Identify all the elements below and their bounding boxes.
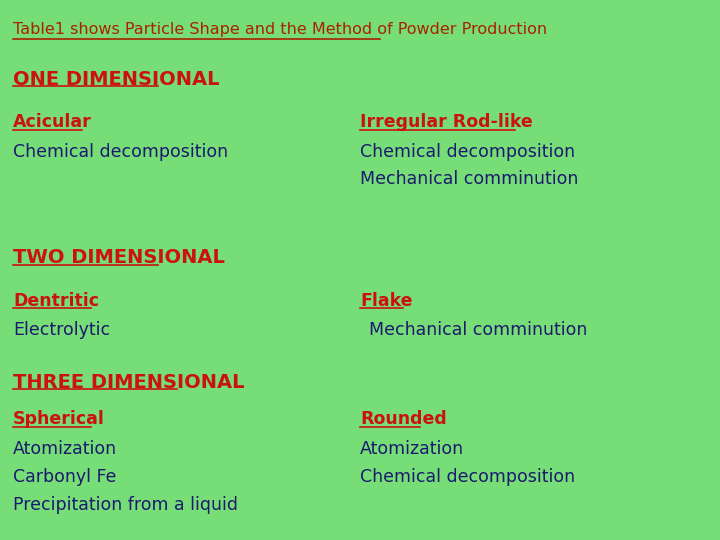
Text: Atomization: Atomization bbox=[360, 440, 464, 458]
Text: Spherical: Spherical bbox=[13, 410, 105, 428]
Text: Electrolytic: Electrolytic bbox=[13, 321, 110, 339]
Text: Precipitation from a liquid: Precipitation from a liquid bbox=[13, 496, 238, 514]
Text: THREE DIMENSIONAL: THREE DIMENSIONAL bbox=[13, 373, 245, 392]
Text: Dentritic: Dentritic bbox=[13, 292, 99, 309]
Text: Flake: Flake bbox=[360, 292, 413, 309]
Text: Rounded: Rounded bbox=[360, 410, 446, 428]
Text: Chemical decomposition: Chemical decomposition bbox=[360, 143, 575, 161]
Text: Chemical decomposition: Chemical decomposition bbox=[13, 143, 228, 161]
Text: Acicular: Acicular bbox=[13, 113, 91, 131]
Text: ONE DIMENSIONAL: ONE DIMENSIONAL bbox=[13, 70, 220, 89]
Text: TWO DIMENSIONAL: TWO DIMENSIONAL bbox=[13, 248, 225, 267]
Text: Mechanical comminution: Mechanical comminution bbox=[360, 170, 578, 188]
Text: Carbonyl Fe: Carbonyl Fe bbox=[13, 468, 117, 486]
Text: Chemical decomposition: Chemical decomposition bbox=[360, 468, 575, 486]
Text: Table1 shows Particle Shape and the Method of Powder Production: Table1 shows Particle Shape and the Meth… bbox=[13, 22, 547, 37]
Text: Mechanical comminution: Mechanical comminution bbox=[369, 321, 588, 339]
Text: Atomization: Atomization bbox=[13, 440, 117, 458]
Text: Irregular Rod-like: Irregular Rod-like bbox=[360, 113, 533, 131]
